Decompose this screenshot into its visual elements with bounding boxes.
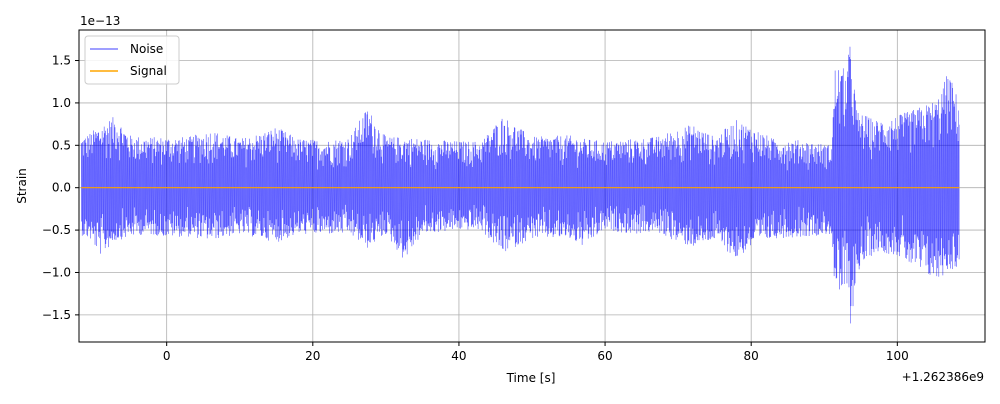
x-tick-label: 20 xyxy=(305,349,320,363)
y-tick-label: 1.5 xyxy=(52,54,71,68)
y-axis: −1.5 −1.0 −0.5 0.0 0.5 1.0 1.5 xyxy=(42,54,79,322)
y-tick-label: −1.5 xyxy=(42,308,71,322)
y-tick-label: −0.5 xyxy=(42,223,71,237)
x-tick-label: 100 xyxy=(886,349,909,363)
x-offset-label: +1.262386e9 xyxy=(902,370,984,384)
plot-frame xyxy=(78,29,986,343)
y-tick-label: 0.0 xyxy=(52,181,71,195)
y-axis-label: Strain xyxy=(15,168,29,204)
x-tick-label: 80 xyxy=(744,349,759,363)
x-tick-label: 0 xyxy=(163,349,171,363)
noise-series xyxy=(80,46,960,324)
x-tick-label: 60 xyxy=(597,349,612,363)
y-tick-label: −1.0 xyxy=(42,265,71,279)
y-tick-label: 1.0 xyxy=(52,96,71,110)
legend-signal-label: Signal xyxy=(130,64,167,78)
y-scale-label: 1e−13 xyxy=(80,14,120,28)
legend-box xyxy=(84,35,180,85)
legend-noise-label: Noise xyxy=(130,42,163,56)
x-axis-label: Time [s] xyxy=(506,371,556,385)
legend: Noise Signal xyxy=(84,35,180,85)
x-tick-label: 40 xyxy=(451,349,466,363)
x-axis: 0 20 40 60 80 100 xyxy=(163,342,909,363)
y-tick-label: 0.5 xyxy=(52,138,71,152)
